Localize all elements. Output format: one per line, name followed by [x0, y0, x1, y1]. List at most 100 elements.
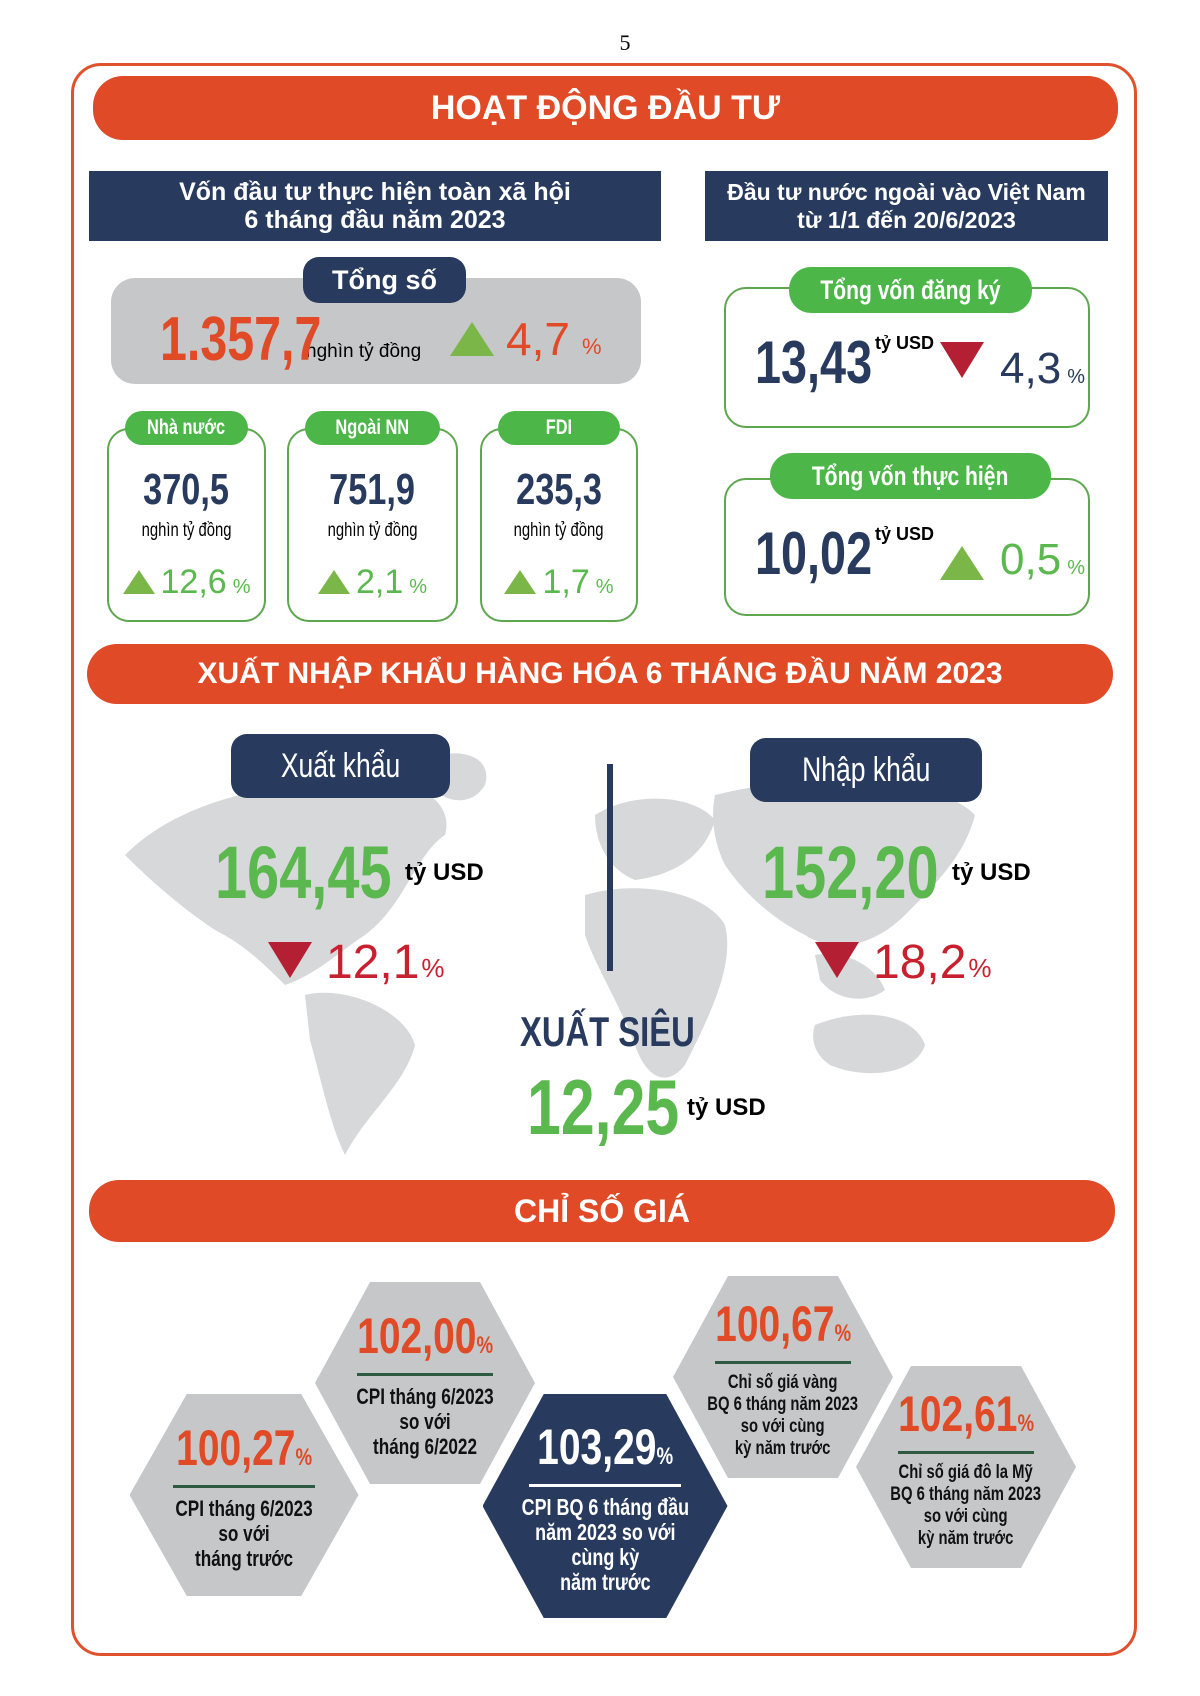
- hex-desc-line: Chỉ số giá vàng: [728, 1371, 838, 1393]
- total-value-row: 1.357,7 nghìn tỷ đồng: [160, 305, 421, 375]
- percent-sign: %: [581, 334, 602, 359]
- box-value: 13,43: [755, 328, 873, 396]
- hex-rule: [173, 1485, 315, 1488]
- arrow-up-icon: [504, 570, 537, 594]
- change-value: 4,3: [1000, 344, 1062, 393]
- arrow-up-icon: [450, 322, 494, 356]
- hex-desc-line: BQ 6 tháng năm 2023: [707, 1393, 859, 1415]
- domestic-heading: Vốn đầu tư thực hiện toàn xã hội 6 tháng…: [89, 171, 661, 241]
- hex-desc-line: so với: [218, 1521, 270, 1546]
- page-number: 5: [619, 30, 631, 55]
- hex-desc-line: CPI tháng 6/2023: [175, 1496, 313, 1521]
- change-value: 2,1: [355, 562, 404, 601]
- box-value: 10,02: [755, 519, 873, 587]
- box-value-wrap: 235,3: [480, 462, 638, 518]
- change-value: 4,7: [506, 313, 570, 365]
- heading-line: Vốn đầu tư thực hiện toàn xã hội: [179, 178, 571, 206]
- import-unit: tỷ USD: [952, 858, 1031, 886]
- surplus-value-row: 12,25 tỷ USD: [527, 1062, 766, 1153]
- section-title: CHỈ SỐ GIÁ: [513, 1192, 690, 1229]
- percent-sign: %: [232, 575, 251, 598]
- box-label-tab: Nhà nước: [125, 411, 248, 445]
- south-america: [305, 992, 415, 1155]
- total-unit: nghìn tỷ đồng: [306, 341, 422, 362]
- hex-desc: CPI tháng 6/2023 so với tháng trước: [175, 1496, 312, 1571]
- box-label: Nhà nước: [147, 416, 226, 439]
- hex-desc: Chỉ số giá đô la Mỹ BQ 6 tháng năm 2023 so…: [891, 1462, 1042, 1550]
- hex-desc-line: năm trước: [559, 1568, 651, 1595]
- divider: [607, 764, 613, 971]
- surplus-label-text: XUẤT SIÊU: [520, 1008, 695, 1055]
- hex-rule: [897, 1450, 1035, 1454]
- trade-section-header: XUẤT NHẬP KHẨU HÀNG HÓA 6 THÁNG ĐẦU NĂM …: [87, 644, 1113, 704]
- hex-desc: Chỉ số giá vàng BQ 6 tháng năm 2023 so với…: [708, 1372, 859, 1460]
- hex-value: 103,29: [537, 1418, 657, 1475]
- investment-section-header: HOẠT ĐỘNG ĐẦU TƯ: [93, 76, 1118, 140]
- arrow-down-icon: [268, 942, 312, 978]
- import-change: 18,2 %: [815, 935, 992, 990]
- box-value: 235,3: [516, 465, 602, 514]
- hex-value-wrap: 100,27%: [176, 1419, 312, 1477]
- hex-desc-line: năm 2023 so với: [534, 1518, 676, 1545]
- arrow-down-icon: [815, 942, 859, 978]
- box-change: 1,7%: [480, 560, 638, 604]
- box-label: Ngoài NN: [335, 416, 410, 439]
- import-value: 152,20: [762, 831, 939, 914]
- box-unit: tỷ USD: [875, 333, 935, 353]
- change-value: 18,2: [873, 936, 967, 989]
- box-change: 2,1%: [287, 560, 458, 604]
- box-unit-wrap: nghìn tỷ đồng: [480, 518, 638, 544]
- hex-value: 102,61: [898, 1385, 1018, 1442]
- investment-box: [107, 428, 266, 622]
- box-unit-wrap: nghìn tỷ đồng: [287, 518, 458, 544]
- percent-sign: %: [1067, 365, 1085, 388]
- box-unit: nghìn tỷ đồng: [327, 520, 418, 541]
- export-tab: Xuất khẩu: [231, 734, 450, 798]
- foreign-investment-box: [724, 478, 1090, 616]
- percent-sign: %: [476, 1332, 493, 1359]
- percent-sign: %: [1067, 556, 1085, 579]
- box-label-tab: Tổng vốn thực hiện: [770, 453, 1051, 499]
- box-label-tab: Tổng vốn đăng ký: [789, 267, 1032, 313]
- arrow-up-icon: [940, 546, 985, 580]
- hex-value: 100,27: [176, 1420, 296, 1476]
- import-value-row: 152,20 tỷ USD: [762, 830, 1031, 915]
- box-label: FDI: [545, 416, 573, 439]
- total-label: Tổng số: [332, 264, 437, 295]
- box-label-tab: FDI: [498, 411, 620, 445]
- hex-desc-line: tháng trước: [194, 1546, 294, 1571]
- hex-rule: [714, 1360, 852, 1364]
- export-value: 164,45: [215, 831, 392, 914]
- change-value: 1,7: [542, 562, 590, 601]
- percent-sign: %: [595, 575, 614, 598]
- box-value-wrap: 370,5: [107, 462, 266, 518]
- section-title: HOẠT ĐỘNG ĐẦU TƯ: [430, 88, 781, 127]
- box-unit: nghìn tỷ đồng: [141, 520, 232, 541]
- hex-value: 100,67: [715, 1295, 835, 1352]
- hex-desc-line: kỳ năm trước: [735, 1437, 831, 1459]
- prices-section-header: CHỈ SỐ GIÁ: [89, 1180, 1115, 1242]
- surplus-label: XUẤT SIÊU: [520, 1008, 744, 1056]
- hex-value-wrap: 100,67%: [715, 1295, 851, 1353]
- box-value: 370,5: [143, 465, 230, 514]
- box-change: 12,6%: [107, 560, 266, 604]
- investment-box: [287, 428, 458, 622]
- export-unit: tỷ USD: [405, 858, 484, 886]
- hex-rule: [356, 1373, 494, 1376]
- hex-desc-line: so với cùng: [924, 1505, 1008, 1527]
- foreign-value-row: 10,02 tỷ USD 0,5%: [755, 508, 1085, 598]
- surplus-unit: tỷ USD: [687, 1093, 766, 1121]
- total-value: 1.357,7: [160, 305, 322, 374]
- export-change: 12,1 %: [268, 935, 445, 990]
- africa: [585, 888, 728, 1078]
- hex-value: 102,00: [357, 1308, 477, 1364]
- price-index-hexagon: 103,29% CPI BQ 6 tháng đầu năm 2023 so với…: [482, 1394, 728, 1618]
- heading-line: 6 tháng đầu năm 2023: [244, 206, 506, 234]
- box-value: 751,9: [329, 465, 416, 514]
- total-change: 4,7 %: [450, 312, 602, 366]
- hex-desc: CPI tháng 6/2023 so với tháng 6/2022: [356, 1384, 493, 1459]
- hex-desc-line: CPI tháng 6/2023: [356, 1384, 494, 1409]
- hex-value-wrap: 102,00%: [357, 1307, 493, 1365]
- change-value: 0,5: [1000, 535, 1062, 584]
- foreign-heading: Đầu tư nước ngoài vào Việt Nam từ 1/1 đế…: [705, 171, 1108, 241]
